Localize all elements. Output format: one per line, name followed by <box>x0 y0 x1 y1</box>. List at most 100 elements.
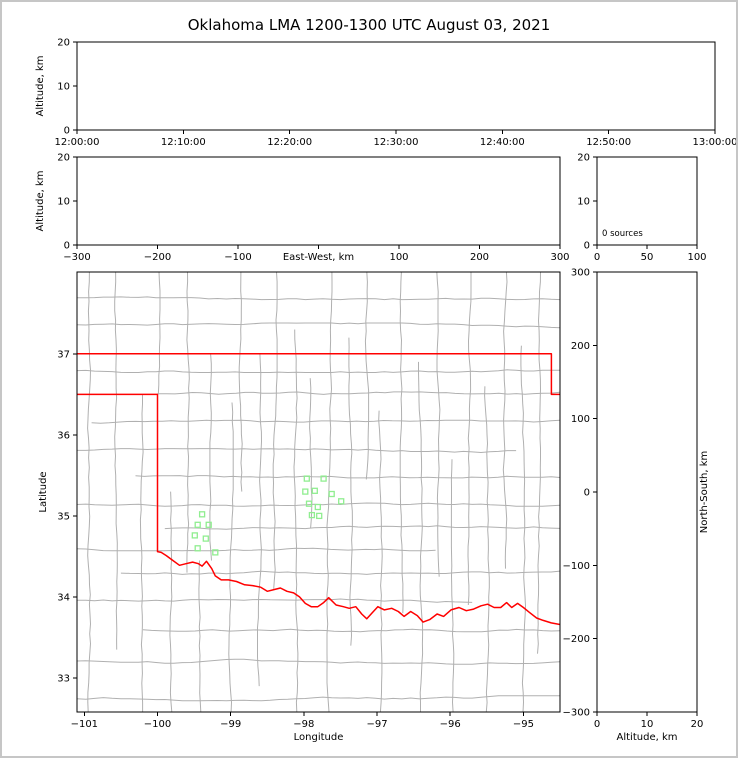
tick-label: −95 <box>513 719 534 730</box>
tick-label: 12:40:00 <box>480 137 525 148</box>
x-axis-label: Longitude <box>294 732 344 743</box>
county-line <box>157 391 560 395</box>
tick-label: 36 <box>57 430 70 441</box>
y-axis-label: Latitude <box>38 471 49 512</box>
tick-label: 12:50:00 <box>586 137 631 148</box>
tick-label: 10 <box>577 197 590 208</box>
county-line <box>450 459 455 712</box>
y-axis-label: North-South, km <box>699 451 710 534</box>
tick-label: −100 <box>144 719 171 730</box>
tick-label: −97 <box>366 719 387 730</box>
county-line <box>418 361 424 712</box>
station-marker <box>198 511 206 518</box>
tick-label: −99 <box>220 719 241 730</box>
county-line <box>186 272 190 573</box>
county-line <box>77 296 560 301</box>
county-line <box>484 386 490 712</box>
station-marker <box>205 521 212 528</box>
tick-label: 200 <box>470 252 489 263</box>
tick-label: −98 <box>293 719 314 730</box>
tick-label: 20 <box>691 719 704 730</box>
tick-label: 10 <box>57 197 70 208</box>
tick-label: 35 <box>57 511 70 522</box>
county-line <box>257 353 263 687</box>
county-line <box>77 695 560 702</box>
station-marker <box>316 512 323 520</box>
county-line <box>467 272 472 606</box>
tick-label: −100 <box>224 252 251 263</box>
county-line <box>228 402 234 712</box>
county-line <box>209 353 212 561</box>
panel-background <box>77 42 715 130</box>
station-marker <box>314 503 321 511</box>
tick-label: 0 <box>64 126 70 137</box>
station-marker <box>338 498 345 505</box>
panel-background <box>77 157 560 245</box>
station-marker <box>303 475 310 482</box>
y-axis-label: Altitude, km <box>35 171 46 232</box>
tick-label: −96 <box>440 719 461 730</box>
x-axis-label: Altitude, km <box>617 732 678 743</box>
county-line <box>364 272 370 480</box>
county-line <box>502 272 508 569</box>
county-line <box>293 329 299 712</box>
tick-label: −101 <box>71 719 98 730</box>
county-line <box>114 272 118 650</box>
tick-label: 13:00:00 <box>693 137 738 148</box>
tick-label: −200 <box>563 634 590 645</box>
county-line <box>537 272 542 654</box>
county-line <box>77 448 517 454</box>
county-line <box>135 475 560 479</box>
map-content <box>77 272 560 712</box>
tick-label: 100 <box>389 252 408 263</box>
x-axis-label: East-West, km <box>283 252 354 263</box>
panel-time-height: 12:00:00 12:10:00 12:20:00 12:30:00 12:40:00… <box>35 38 738 149</box>
station-marker <box>302 488 309 495</box>
tick-label: 0 <box>64 241 70 252</box>
sources-count-annotation: 0 sources <box>602 229 643 239</box>
tick-label: −300 <box>563 708 590 719</box>
tick-label: 37 <box>57 349 70 360</box>
station-marker <box>194 545 201 552</box>
tick-label: 300 <box>550 252 569 263</box>
county-line <box>139 394 144 712</box>
tick-label: 34 <box>57 592 70 603</box>
tick-label: 50 <box>641 252 654 263</box>
tick-label: 20 <box>577 153 590 164</box>
tick-label: 20 <box>57 38 70 49</box>
station-marker <box>305 500 313 507</box>
county-line <box>77 598 473 603</box>
station-marker <box>328 490 335 498</box>
county-line <box>77 369 560 374</box>
tick-label: −300 <box>63 252 90 263</box>
state-border-red-river <box>77 393 560 626</box>
panel-background <box>597 272 697 712</box>
tick-label: 10 <box>57 82 70 93</box>
y-axis-label: Altitude, km <box>35 56 46 117</box>
county-line <box>91 419 560 424</box>
panel-alt-histogram: 0 50 100 0 10 20 0 sources <box>577 153 706 264</box>
county-line <box>378 410 383 712</box>
county-line <box>164 525 560 530</box>
panel-ns-height: 0 10 20 −300 −200 −100 0 100 200 300 North-South, … <box>563 268 710 744</box>
tick-label: 0 <box>594 252 600 263</box>
tick-label: 300 <box>571 268 590 279</box>
county-line <box>198 560 202 712</box>
county-line <box>348 337 353 646</box>
tick-label: −100 <box>563 561 590 572</box>
county-line <box>399 272 404 614</box>
station-marker <box>308 511 316 519</box>
county-line <box>272 272 278 589</box>
county-line <box>77 547 436 552</box>
tick-label: 33 <box>57 673 70 684</box>
station-marker <box>202 535 209 542</box>
tick-label: 100 <box>571 414 590 425</box>
station-marker <box>311 487 318 494</box>
tick-label: 0 <box>594 719 600 730</box>
station-marker <box>212 549 219 556</box>
station-marker <box>320 475 327 482</box>
tick-label: 100 <box>687 252 706 263</box>
county-line <box>238 272 243 492</box>
